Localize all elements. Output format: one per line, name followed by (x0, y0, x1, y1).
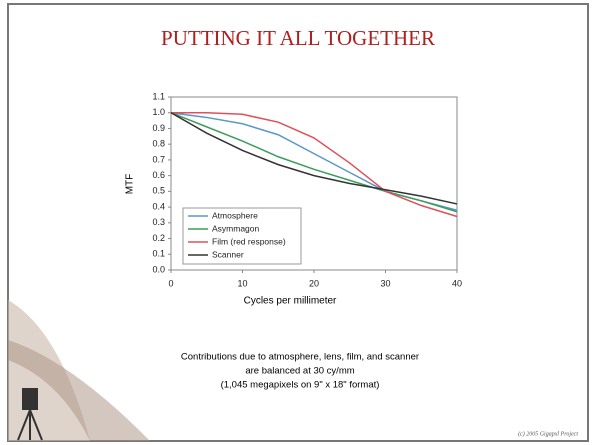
y-tick-label: 0.0 (152, 264, 165, 274)
y-tick-label: 0.7 (152, 154, 165, 164)
x-tick-label: 40 (452, 278, 462, 288)
y-axis-label: MTF (125, 174, 136, 195)
y-tick-label: 0.6 (152, 170, 165, 180)
legend-label: Asymmagon (212, 223, 260, 233)
x-tick-label: 20 (309, 278, 319, 288)
y-tick-label: 0.1 (152, 249, 165, 259)
legend-label: Scanner (212, 249, 244, 259)
y-tick-label: 0.9 (152, 123, 165, 133)
caption: (1,045 megapixels on 9" x 18" format) (221, 380, 380, 391)
x-tick-label: 30 (380, 278, 390, 288)
slide-border (7, 3, 589, 442)
y-tick-label: 0.3 (152, 217, 165, 227)
legend-label: Atmosphere (212, 210, 258, 220)
slide-title: PUTTING IT ALL TOGETHER (161, 26, 435, 50)
y-tick-label: 0.4 (152, 201, 165, 211)
x-tick-label: 10 (237, 278, 247, 288)
footer: (c) 2005 Gigapxl Project (518, 430, 578, 437)
y-tick-label: 0.5 (152, 186, 165, 196)
x-axis-label: Cycles per millimeter (244, 296, 337, 307)
y-tick-label: 1.1 (152, 91, 165, 101)
decor-image (8, 340, 150, 441)
camera-icon (22, 388, 38, 410)
series-line (170, 112, 458, 205)
tripod-icon (17, 409, 43, 441)
y-tick-label: 1.0 (152, 107, 165, 117)
series-line (170, 112, 458, 213)
y-tick-label: 0.2 (152, 233, 165, 243)
series-line (171, 111, 458, 218)
y-tick-label: 0.8 (152, 139, 165, 149)
caption: are balanced at 30 cy/mm (245, 366, 354, 377)
caption: Contributions due to atmosphere, lens, f… (181, 352, 419, 363)
legend-label: Film (red response) (212, 236, 286, 246)
x-tick-label: 0 (168, 278, 173, 288)
